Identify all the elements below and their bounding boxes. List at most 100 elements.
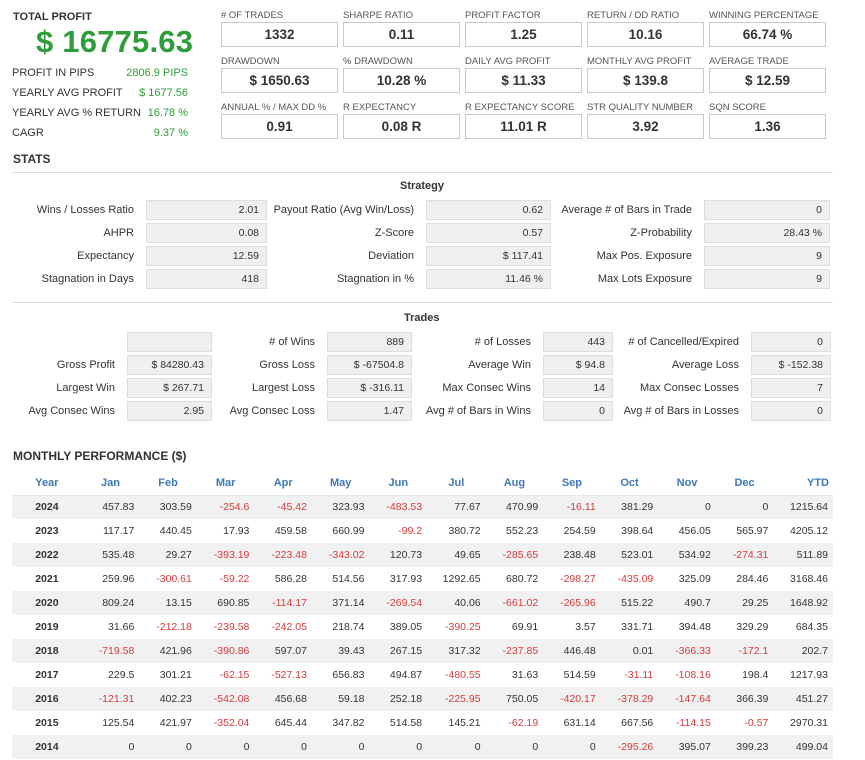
metric-average-trade: AVERAGE TRADE $ 12.59 (709, 56, 826, 93)
month-value-cell: 325.09 (658, 567, 716, 591)
strategy-stat-value: $ 117.41 (426, 246, 551, 266)
month-value-cell: 303.59 (139, 495, 197, 519)
month-value-cell: -527.13 (254, 663, 312, 687)
month-value-cell: 690.85 (196, 591, 255, 615)
metric-of-trades: # OF TRADES 1332 (221, 10, 338, 47)
column-header-may: May (311, 471, 370, 496)
month-value-cell: -390.25 (427, 615, 486, 639)
trades-stat-label: Avg # of Bars in Losses (623, 405, 739, 417)
table-row: 2015 125.54 421.97 -352.04 645.44 347.82 514.5… (12, 711, 833, 735)
month-value-cell: 1215.64 (773, 495, 833, 519)
month-value-cell: 284.46 (715, 567, 774, 591)
month-value-cell: -108.16 (658, 663, 716, 687)
strategy-stat-value: 12.59 (146, 246, 267, 266)
stats-divider (12, 172, 833, 173)
metric-value: 66.74 % (709, 22, 826, 47)
table-row: 2014 0 0 0 0 0 0 0 0 0 -295.26 395.07 399.23 499.04 (12, 735, 833, 759)
month-value-cell: -0.57 (715, 711, 774, 735)
month-value-cell: 421.97 (139, 711, 197, 735)
metric-value: 11.01 R (465, 114, 582, 139)
month-value-cell: 552.23 (485, 519, 544, 543)
metric-str-quality-number: STR QUALITY NUMBER 3.92 (587, 102, 704, 139)
table-row: 2020 809.24 13.15 690.85 -114.17 371.14 -269.5… (12, 591, 833, 615)
metric-daily-avg-profit: DAILY AVG PROFIT $ 11.33 (465, 56, 582, 93)
metric-value: $ 139.8 (587, 68, 704, 93)
month-value-cell: 394.48 (658, 615, 716, 639)
metric-value: $ 1650.63 (221, 68, 338, 93)
month-value-cell: 267.15 (369, 639, 428, 663)
year-cell: 2018 (12, 639, 82, 663)
month-value-cell: 680.72 (485, 567, 544, 591)
column-header-nov: Nov (658, 471, 716, 496)
month-value-cell: 39.43 (311, 639, 370, 663)
summary-value: 2806.9 PIPS (126, 67, 188, 79)
metric-label: SHARPE RATIO (343, 10, 414, 21)
metric-label: RETURN / DD RATIO (587, 10, 680, 21)
column-header-aug: Aug (485, 471, 544, 496)
month-value-cell: 597.07 (254, 639, 312, 663)
column-header-jul: Jul (427, 471, 486, 496)
month-value-cell: -269.54 (369, 591, 428, 615)
strategy-stat-value: 0.08 (146, 223, 267, 243)
month-value-cell: 77.67 (427, 495, 486, 519)
table-row: 2021 259.96 -300.61 -59.22 586.28 514.56 317.9… (12, 567, 833, 591)
total-profit-value: $ 16775.63 (36, 24, 194, 59)
month-value-cell: 218.74 (311, 615, 370, 639)
column-header-sep: Sep (543, 471, 601, 496)
trades-divider (12, 302, 833, 303)
year-cell: 2021 (12, 567, 82, 591)
month-value-cell: 535.48 (81, 543, 140, 567)
month-value-cell: -114.17 (254, 591, 312, 615)
strategy-stat-value: 9 (704, 246, 830, 266)
month-value-cell: 0 (254, 735, 312, 759)
month-value-cell: 1648.92 (773, 591, 833, 615)
month-value-cell: 402.23 (139, 687, 197, 711)
strategy-stat-value: 0.57 (426, 223, 551, 243)
column-header-feb: Feb (139, 471, 197, 496)
strategy-stat-value: 2.01 (146, 200, 267, 220)
month-value-cell: -62.19 (485, 711, 544, 735)
strategy-stat-value: 0.62 (426, 200, 551, 220)
month-value-cell: 660.99 (311, 519, 370, 543)
metric-profit-factor: PROFIT FACTOR 1.25 (465, 10, 582, 47)
month-value-cell: -352.04 (196, 711, 255, 735)
month-value-cell: -435.09 (600, 567, 659, 591)
table-row: 2019 31.66 -212.18 -239.58 -242.05 218.74 389.… (12, 615, 833, 639)
month-value-cell: 750.05 (485, 687, 544, 711)
month-value-cell: 0 (485, 735, 544, 759)
month-value-cell: 534.92 (658, 543, 716, 567)
month-value-cell: 451.27 (773, 687, 833, 711)
metric-value: $ 12.59 (709, 68, 826, 93)
metric-drawdown: % DRAWDOWN 10.28 % (343, 56, 460, 93)
monthly-title: MONTHLY PERFORMANCE ($) (13, 449, 187, 463)
month-value-cell: 0 (715, 495, 774, 519)
monthly-header-row: Year Jan Feb Mar Apr May Jun Jul Aug Sep Oct Nov Dec… (12, 471, 833, 496)
metric-r-expectancy-score: R EXPECTANCY SCORE 11.01 R (465, 102, 582, 139)
month-value-cell: 31.63 (485, 663, 544, 687)
strategy-stat-label: Deviation (368, 250, 414, 262)
month-value-cell: 252.18 (369, 687, 428, 711)
month-value-cell: 490.7 (658, 591, 716, 615)
trades-stat-label: # of Wins (269, 336, 315, 348)
strategy-stat-label: Stagnation in Days (41, 273, 134, 285)
trades-stat-label: Max Consec Wins (442, 382, 531, 394)
month-value-cell: -483.53 (369, 495, 428, 519)
month-value-cell: -661.02 (485, 591, 544, 615)
month-value-cell: -31.11 (600, 663, 659, 687)
metric-drawdown: DRAWDOWN $ 1650.63 (221, 56, 338, 93)
month-value-cell: 29.25 (715, 591, 774, 615)
strategy-stat-label: Z-Probability (630, 227, 692, 239)
month-value-cell: 0 (658, 495, 716, 519)
stats-title: STATS (13, 152, 51, 166)
metric-value: 1.36 (709, 114, 826, 139)
trades-stat-value: 0 (543, 401, 613, 421)
month-value-cell: 238.48 (543, 543, 601, 567)
metric-value: 1.25 (465, 22, 582, 47)
strategy-stat-label: Z-Score (374, 227, 414, 239)
summary-value: $ 1677.56 (139, 87, 188, 99)
month-value-cell: 17.93 (196, 519, 255, 543)
month-value-cell: -300.61 (139, 567, 197, 591)
month-value-cell: -45.42 (254, 495, 312, 519)
metric-label: # OF TRADES (221, 10, 284, 21)
trades-stat-label: Max Consec Losses (639, 382, 739, 394)
